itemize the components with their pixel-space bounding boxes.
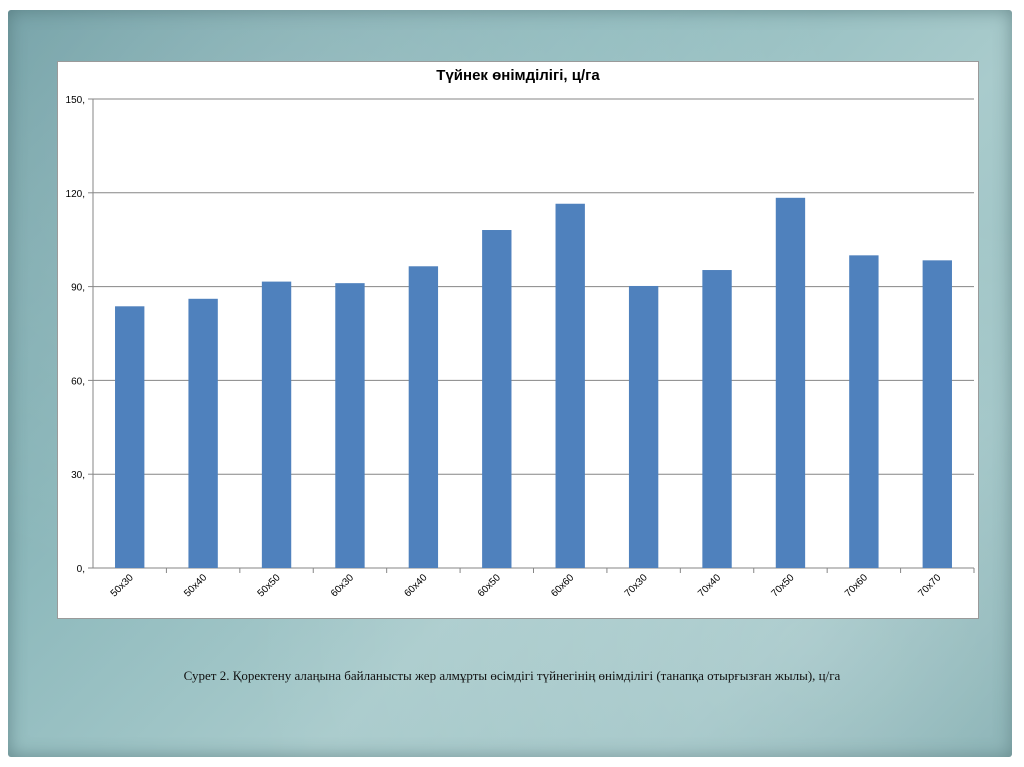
y-tick-label: 150, <box>66 95 85 106</box>
bar <box>702 270 732 568</box>
x-tick-label: 60x60 <box>549 572 576 599</box>
x-tick-label: 50x50 <box>256 572 283 599</box>
x-tick-label: 70x60 <box>843 572 870 599</box>
y-tick-label: 60, <box>71 376 85 387</box>
bar <box>115 306 145 568</box>
y-tick-label: 90, <box>71 283 85 294</box>
x-tick-label: 60x40 <box>402 572 429 599</box>
x-tick-label: 50x40 <box>182 572 209 599</box>
figure-caption: Сурет 2. Қоректену алаңына байланысты же… <box>183 668 841 683</box>
x-tick-label: 60x50 <box>476 572 503 599</box>
x-tick-label: 70x30 <box>623 572 650 599</box>
chart-title: Түйнек өнімділігі, ц/га <box>436 67 600 84</box>
bar <box>628 285 659 568</box>
bar <box>555 203 585 568</box>
bar <box>482 230 512 569</box>
x-tick-label: 70x40 <box>696 572 723 599</box>
bar <box>775 197 806 568</box>
x-tick-label: 60x30 <box>329 572 356 599</box>
bar <box>849 255 879 569</box>
x-tick-label: 70x70 <box>916 572 943 599</box>
y-tick-label: 120, <box>66 189 85 200</box>
x-tick-label: 70x50 <box>770 572 797 599</box>
x-tick-label: 50x30 <box>109 572 136 599</box>
bar-chart: 0, 30, 60, 90, 120, 150, 50x30 50x40 50x50 60x30 6… <box>66 95 975 599</box>
y-tick-label: 30, <box>71 470 85 481</box>
chart-panel: Түйнек өнімділігі, ц/га 0, 30, 60, 90, 120, 1… <box>57 61 979 619</box>
bar <box>261 281 292 568</box>
bar <box>188 298 218 568</box>
bar <box>335 283 365 568</box>
bar <box>408 266 439 568</box>
bar <box>922 260 952 568</box>
y-tick-label: 0, <box>77 564 85 575</box>
